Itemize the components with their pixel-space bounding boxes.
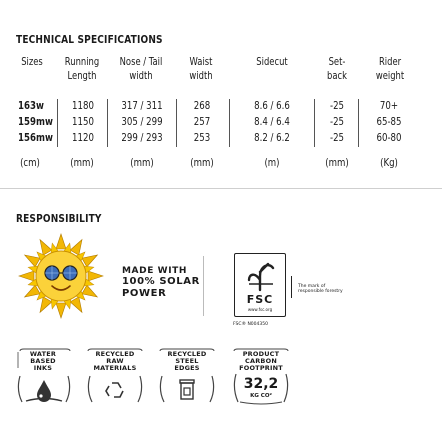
- header-running-1: Running: [64, 56, 100, 68]
- badge-frame-icon: [17, 348, 71, 368]
- unit-running: (mm): [70, 157, 94, 169]
- header-sizes: Sizes: [21, 56, 43, 68]
- recycle-icon: [87, 375, 143, 403]
- running-cell: 1150: [72, 116, 94, 128]
- fsc-tree-icon: [247, 262, 275, 292]
- rider-cell: 65-85: [376, 116, 402, 128]
- solar-line-3: POWER: [122, 288, 167, 299]
- fsc-site: www.fsc.org: [247, 307, 273, 312]
- header-nose-1: Nose / Tail: [119, 56, 163, 68]
- header-rider-1: Rider: [378, 56, 402, 68]
- badge-frame-icon: [87, 348, 143, 352]
- running-cell: 1180: [72, 100, 94, 112]
- carbon-footprint-badge: PRODUCT CARBON FOOTPRINT: [230, 348, 292, 384]
- badge-line-1: RECYCLED: [95, 350, 135, 358]
- fsc-label: FSC: [246, 293, 274, 306]
- nose-cell: 317 / 311: [121, 100, 163, 112]
- badge-line-2: BASED: [30, 357, 56, 365]
- nose-cell: 299 / 293: [121, 132, 163, 144]
- unit-rider: (Kg): [380, 157, 398, 169]
- sun-icon: [18, 233, 104, 319]
- rider-cell: 60-80: [376, 132, 402, 144]
- size-cell: 163w: [18, 100, 44, 112]
- badge-line-2: STEEL: [175, 357, 199, 365]
- running-cell: 1120: [72, 132, 94, 144]
- column-divider: [107, 99, 108, 147]
- bin-icon: [159, 375, 215, 403]
- unit-nose: (mm): [130, 157, 154, 169]
- carbon-value-box: 32,2 KG CO²: [230, 372, 292, 408]
- column-divider: [57, 99, 58, 147]
- header-nose-2: width: [129, 70, 153, 82]
- header-rider-2: weight: [375, 70, 405, 82]
- water-drop-icon: [17, 375, 71, 403]
- setback-cell: -25: [329, 100, 345, 112]
- unit-waist: (mm): [190, 157, 214, 169]
- fsc-code: FSC® N004350: [233, 322, 268, 327]
- badge-line-3: INKS: [33, 364, 53, 372]
- badge-line-2: CARBON: [245, 357, 277, 365]
- header-running-2: Length: [67, 70, 97, 82]
- badge-line-3: FOOTPRINT: [239, 364, 283, 372]
- badge-line-1: RECYCLED: [167, 350, 207, 358]
- waist-cell: 253: [193, 132, 211, 144]
- recycled-raw-materials-badge: RECYCLED RAW MATERIALS: [84, 348, 146, 384]
- responsibility-title: RESPONSIBILITY: [16, 212, 102, 225]
- badge-line-3: MATERIALS: [93, 364, 137, 372]
- size-cell: 156mw: [18, 132, 53, 144]
- header-waist-2: width: [189, 70, 213, 82]
- header-setback-2: back: [327, 70, 347, 82]
- waist-cell: 257: [193, 116, 211, 128]
- unit-setback: (mm): [325, 157, 349, 169]
- nose-cell: 305 / 299: [121, 116, 163, 128]
- column-divider: [229, 99, 230, 147]
- header-sidecut: Sidecut: [256, 56, 288, 68]
- fsc-mark-1: The mark of: [298, 284, 326, 289]
- setback-cell: -25: [329, 132, 345, 144]
- column-divider: [314, 99, 315, 147]
- waist-cell: 268: [193, 100, 211, 112]
- fsc-divider: [291, 276, 292, 298]
- divider: [203, 256, 204, 316]
- tech-specs-title: TECHNICAL SPECIFICATIONS: [16, 33, 163, 46]
- column-divider: [358, 99, 359, 147]
- badge-frame-icon: [159, 348, 215, 352]
- badge-line-2: RAW: [106, 357, 124, 365]
- sidecut-cell: 8.2 / 6.2: [254, 132, 290, 144]
- badge-frame-icon: [233, 348, 289, 352]
- carbon-value: 32,2: [243, 376, 279, 392]
- fsc-mark-2: responsible forestry: [298, 289, 343, 294]
- badge-line-1: WATER: [29, 350, 57, 358]
- fsc-logo: FSC www.fsc.org: [234, 253, 286, 317]
- badge-line-1: PRODUCT: [242, 350, 280, 358]
- unit-sidecut: (m): [264, 157, 280, 169]
- column-divider: [176, 99, 177, 147]
- rider-cell: 70+: [379, 100, 399, 112]
- header-setback-1: Set-: [328, 56, 346, 68]
- section-divider: [0, 188, 442, 189]
- sidecut-cell: 8.4 / 6.4: [254, 116, 290, 128]
- water-based-inks-badge: WATER BASED INKS: [16, 348, 74, 384]
- unit-sizes: (cm): [20, 157, 40, 169]
- size-cell: 159mw: [18, 116, 53, 128]
- carbon-unit: KG CO²: [250, 393, 272, 399]
- carbon-frame-icon: [233, 373, 289, 405]
- badge-line-3: EDGES: [174, 364, 200, 372]
- recycled-steel-edges-badge: RECYCLED STEEL EDGES: [156, 348, 218, 384]
- setback-cell: -25: [329, 116, 345, 128]
- header-waist-1: Waist: [189, 56, 213, 68]
- sidecut-cell: 8.6 / 6.6: [254, 100, 290, 112]
- solar-line-1: MADE WITH: [122, 266, 188, 276]
- solar-line-2: 100% SOLAR: [122, 276, 200, 287]
